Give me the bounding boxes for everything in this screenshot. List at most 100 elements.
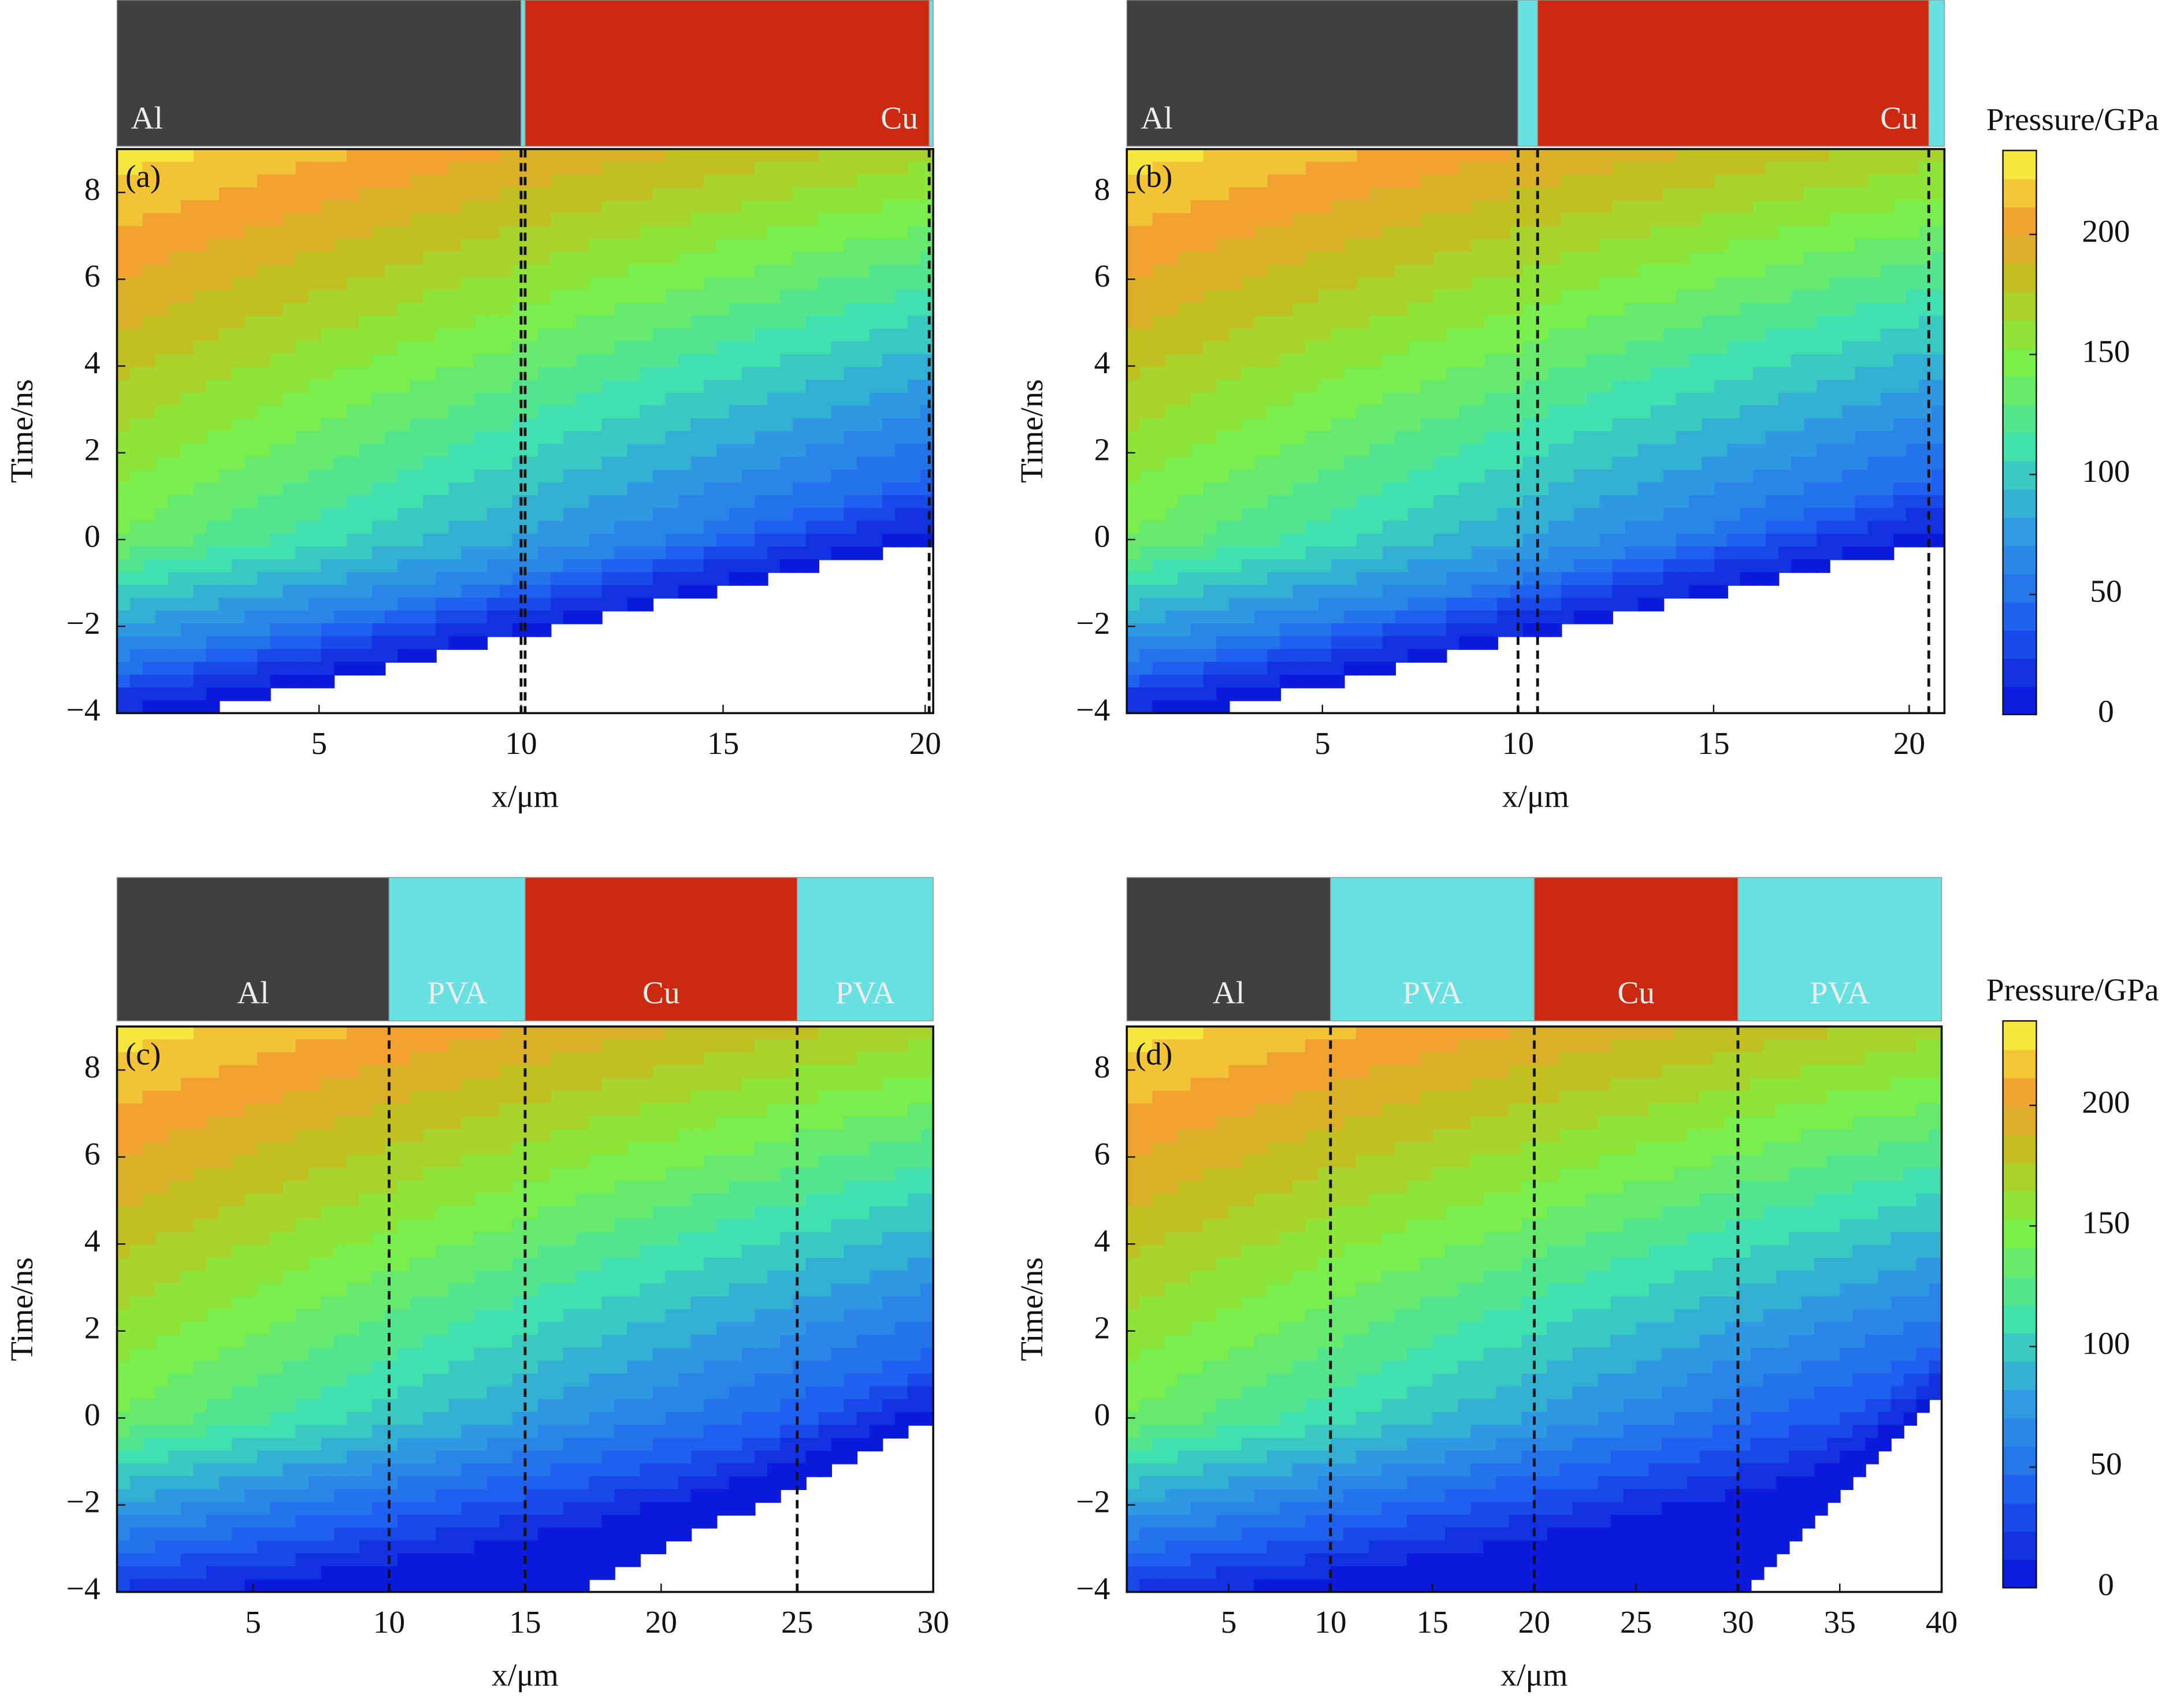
contour-cell — [1574, 315, 1588, 330]
contour-cell — [640, 149, 654, 163]
contour-cell — [1216, 546, 1230, 560]
contour-cell — [1535, 392, 1550, 407]
contour-cell — [270, 559, 284, 573]
contour-cell — [1433, 418, 1447, 432]
contour-cell — [308, 533, 322, 548]
contour-cell — [1395, 264, 1409, 278]
contour-cell — [372, 546, 386, 560]
contour-cell — [1689, 418, 1703, 432]
contour-cell — [117, 649, 131, 663]
contour-cell — [410, 226, 424, 240]
contour-cell — [1574, 264, 1588, 278]
contour-cell — [1369, 392, 1383, 407]
contour-cell — [1778, 354, 1792, 368]
contour-cell — [716, 521, 730, 535]
contour-cell — [908, 290, 922, 304]
contour-cell — [780, 456, 794, 471]
contour-cell — [155, 200, 169, 214]
contour-cell — [1842, 162, 1856, 176]
contour-cell — [1267, 495, 1282, 509]
contour-cell — [461, 341, 475, 355]
contour-cell — [1535, 469, 1550, 484]
contour-cell — [1906, 239, 1920, 252]
contour-cell — [716, 277, 730, 291]
contour-cell — [180, 456, 195, 471]
contour-cell — [474, 187, 488, 202]
contour-cell — [563, 444, 577, 458]
contour-cell — [385, 469, 399, 484]
contour-cell — [295, 623, 310, 637]
contour-cell — [1689, 508, 1703, 522]
contour-cell — [1178, 213, 1192, 227]
contour-cell — [410, 469, 424, 484]
contour-cell — [844, 508, 858, 522]
contour-cell — [1165, 239, 1179, 252]
contour-cell — [1280, 251, 1294, 266]
contour-cell — [1344, 213, 1358, 227]
contour-cell — [1752, 162, 1767, 176]
contour-cell — [1382, 521, 1396, 535]
contour-cell — [844, 290, 858, 304]
contour-cell — [1497, 341, 1511, 355]
contour-cell — [1292, 290, 1307, 304]
contour-cell — [1395, 495, 1409, 509]
contour-cell — [1127, 572, 1141, 586]
contour-cell — [1612, 341, 1626, 355]
contour-cell — [1714, 392, 1728, 407]
contour-cell — [1344, 380, 1358, 394]
contour-cell — [894, 380, 909, 394]
contour-cell — [257, 431, 271, 445]
contour-cell — [818, 277, 833, 291]
contour-cell — [690, 174, 705, 189]
contour-cell — [1574, 508, 1588, 522]
contour-cell — [665, 367, 679, 381]
contour-cell — [805, 521, 819, 535]
contour-cell — [550, 392, 564, 407]
contour-cell — [818, 405, 833, 419]
contour-cell — [244, 444, 258, 458]
contour-cell — [333, 162, 348, 176]
contour-cell — [1650, 290, 1665, 304]
contour-cell — [1791, 239, 1805, 252]
contour-cell — [423, 572, 437, 586]
contour-cell — [1561, 444, 1575, 458]
contour-cell — [398, 226, 411, 240]
contour-cell — [1497, 264, 1511, 278]
contour-cell — [1842, 456, 1856, 471]
contour-cell — [1446, 623, 1460, 637]
contour-cell — [576, 303, 590, 317]
contour-cell — [1587, 264, 1600, 278]
contour-cell — [1663, 495, 1677, 509]
contour-cell — [346, 354, 361, 368]
contour-cell — [1714, 290, 1728, 304]
contour-cell — [1574, 213, 1588, 227]
contour-cell — [385, 482, 399, 496]
contour-cell — [690, 585, 705, 599]
contour-cell — [270, 174, 284, 189]
contour-cell — [1254, 649, 1268, 663]
contour-cell — [780, 187, 794, 202]
contour-cell — [1497, 469, 1511, 484]
contour-cell — [767, 290, 781, 304]
contour-cell — [1817, 469, 1830, 484]
contour-cell — [1778, 149, 1792, 163]
contour-cell — [333, 290, 348, 304]
contour-cell — [180, 328, 195, 343]
contour-cell — [117, 1489, 131, 1503]
contour-cell — [1740, 405, 1754, 419]
contour-cell — [1382, 239, 1396, 252]
contour-cell — [1190, 239, 1205, 252]
contour-cell — [882, 187, 896, 202]
contour-cell — [601, 469, 615, 484]
contour-cell — [193, 200, 207, 214]
contour-cell — [1165, 597, 1179, 612]
contour-cell — [1127, 162, 1141, 176]
contour-cell — [755, 213, 768, 227]
contour-cell — [1599, 380, 1613, 394]
contour-cell — [1472, 264, 1485, 278]
contour-cell — [423, 392, 437, 407]
contour-cell — [1702, 200, 1715, 214]
contour-cell — [385, 303, 399, 317]
contour-cell — [1165, 674, 1179, 689]
contour-cell — [1778, 431, 1792, 445]
